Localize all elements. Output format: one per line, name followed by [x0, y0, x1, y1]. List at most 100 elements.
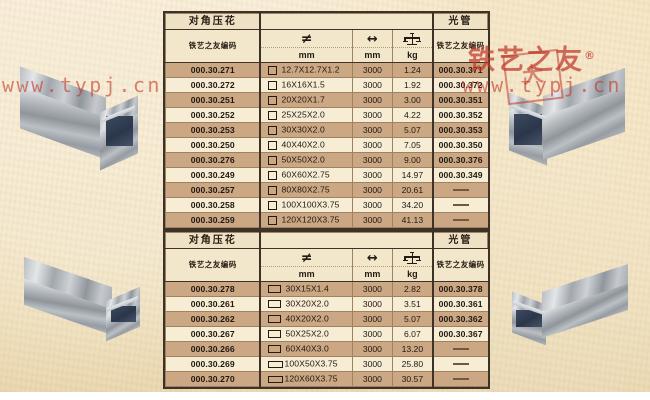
group-header-blank: [259, 13, 434, 30]
square-profile-icon: [268, 140, 278, 150]
row-code-right: 000.30.352: [431, 107, 488, 123]
row-code: 000.30.252: [165, 107, 262, 123]
row-section-text: 120X60X3.75: [284, 373, 338, 384]
not-equal-icon: ≠: [300, 249, 313, 266]
row-length: 3000: [351, 341, 394, 357]
double-arrow-icon: ↔: [366, 31, 378, 47]
unit-length: mm: [351, 47, 394, 63]
row-section-text: 60X60X2.75: [281, 169, 330, 180]
row-code: 000.30.261: [165, 296, 262, 312]
section-symbol: ≠: [259, 29, 353, 48]
group-header-row: 对角压花 光管: [165, 13, 488, 30]
row-section-text: 50X50X2.0: [281, 154, 325, 165]
length-symbol: ↔: [351, 29, 394, 48]
row-code-right: [431, 212, 488, 228]
table-row: 000.30.278 30X15X1.4 3000 2.82 000.30.378: [165, 281, 488, 297]
group-header-right: 光管: [432, 13, 488, 30]
table-row: 000.30.271 12.7X12.7X1.2 3000 1.24 000.30.37…: [165, 62, 488, 78]
balance-scale-icon: [403, 252, 422, 265]
row-weight: 7.05: [391, 137, 434, 153]
row-code: 000.30.258: [165, 197, 262, 213]
group-header-left: 对角压花: [165, 13, 262, 30]
row-weight: 1.92: [391, 77, 434, 93]
row-section-text: 80X80X2.75: [281, 184, 330, 195]
square-tube-photo-left: [14, 66, 149, 171]
row-weight: 2.82: [391, 281, 434, 297]
square-tube-photo-right: [505, 67, 637, 166]
balance-scale-icon: [403, 33, 422, 46]
square-profile-icon: [268, 155, 278, 165]
row-section: 100X100X3.75: [259, 197, 353, 213]
row-length: 3000: [351, 296, 394, 312]
row-code: 000.30.270: [165, 371, 262, 387]
row-weight: 41.13: [391, 212, 434, 228]
row-section-text: 25X25X2.0: [281, 109, 325, 120]
row-weight: 5.07: [391, 122, 434, 138]
row-code: 000.30.262: [165, 311, 262, 327]
group-header-blank: [259, 232, 434, 249]
row-code-right: 000.30.361: [431, 296, 488, 312]
row-code: 000.30.272: [165, 77, 262, 93]
row-section: 40X40X2.0: [259, 137, 353, 153]
group-header-right: 光管: [432, 232, 488, 249]
row-code: 000.30.249: [165, 167, 262, 183]
row-code-right: 000.30.367: [431, 326, 488, 342]
row-weight: 3.51: [391, 296, 434, 312]
rect-profile-icon: [268, 360, 284, 368]
row-weight: 20.61: [391, 182, 434, 198]
row-length: 3000: [351, 212, 394, 228]
table-row: 000.30.259 120X120X3.75 3000 41.13: [165, 212, 488, 228]
row-code-right: 000.30.362: [431, 311, 488, 327]
code-label-right: 铁艺之友编码: [431, 29, 488, 63]
table-row: 000.30.272 16X16X1.5 3000 1.92 000.30.372: [165, 77, 488, 93]
row-code: 000.30.267: [165, 326, 262, 342]
row-length: 3000: [351, 152, 394, 168]
square-profile-icon: [268, 200, 278, 210]
row-section: 100X50X3.75: [259, 356, 353, 372]
row-section-text: 50X25X2.0: [285, 328, 329, 339]
row-section-text: 100X100X3.75: [281, 199, 340, 210]
row-section: 30X30X2.0: [259, 122, 353, 138]
row-section-text: 100X50X3.75: [284, 358, 338, 369]
row-code: 000.30.278: [165, 281, 262, 297]
row-code: 000.30.253: [165, 122, 262, 138]
table-row: 000.30.262 40X20X2.0 3000 5.07 000.30.362: [165, 311, 488, 327]
table-row: 000.30.276 50X50X2.0 3000 9.00 000.30.376: [165, 152, 488, 168]
unit-weight: kg: [391, 266, 434, 282]
unit-section: mm: [259, 47, 353, 63]
rect-tube-table-grid: 对角压花 光管 铁艺之友编码 ≠ ↔ 铁艺之友编码: [165, 232, 488, 387]
row-code-right: 000.30.350: [431, 137, 488, 153]
row-code-right: 000.30.371: [431, 62, 488, 78]
row-length: 3000: [351, 371, 394, 387]
rect-tube-photo-right: [508, 264, 638, 348]
square-tube-rows: 000.30.271 12.7X12.7X1.2 3000 1.24 000.30.37…: [165, 62, 488, 228]
row-section-text: 20X20X1.7: [281, 94, 325, 105]
row-code: 000.30.251: [165, 92, 262, 108]
table-row: 000.30.250 40X40X2.0 3000 7.05 000.30.350: [165, 137, 488, 153]
table-row: 000.30.257 80X80X2.75 3000 20.61: [165, 182, 488, 198]
row-code-right: 000.30.351: [431, 92, 488, 108]
square-tube-table: 对角压花 光管 铁艺之友编码 ≠ ↔ 铁艺之友编码: [163, 11, 490, 230]
row-section-text: 30X20X2.0: [285, 298, 329, 309]
row-section-text: 120X120X3.75: [281, 214, 340, 225]
empty-dash-icon: [452, 348, 469, 351]
unit-weight: kg: [391, 47, 434, 63]
row-weight: 3.00: [391, 92, 434, 108]
row-code-right: [431, 341, 488, 357]
table-row: 000.30.258 100X100X3.75 3000 34.20: [165, 197, 488, 213]
weight-symbol: [391, 248, 434, 267]
row-code: 000.30.269: [165, 356, 262, 372]
square-profile-icon: [268, 125, 278, 135]
row-section: 120X60X3.75: [259, 371, 353, 387]
row-section: 40X20X2.0: [259, 311, 353, 327]
row-length: 3000: [351, 92, 394, 108]
row-code: 000.30.250: [165, 137, 262, 153]
row-code: 000.30.266: [165, 341, 262, 357]
empty-dash-icon: [452, 219, 469, 222]
row-section: 30X20X2.0: [259, 296, 353, 312]
row-code-right: 000.30.353: [431, 122, 488, 138]
square-profile-icon: [268, 215, 278, 225]
row-weight: 14.97: [391, 167, 434, 183]
code-label-right: 铁艺之友编码: [431, 248, 488, 282]
row-code-right: 000.30.378: [431, 281, 488, 297]
